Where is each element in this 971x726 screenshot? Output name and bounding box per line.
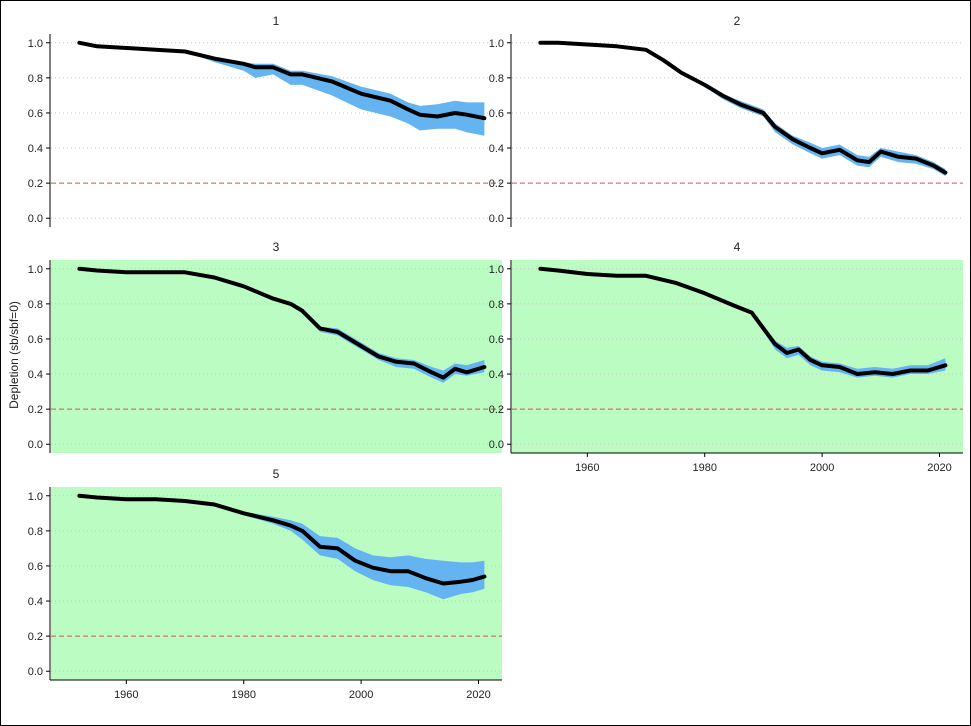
x-tick-label: 1980 (692, 462, 716, 474)
y-tick-label: 0.2 (489, 178, 504, 190)
y-tick-label: 1.0 (28, 491, 43, 503)
y-tick-label: 0.8 (489, 299, 504, 311)
panel-5: 0.0 0.2 0.4 0.6 0.8 1.0 1960 1980 2000 2020 5 (28, 467, 502, 701)
panel-title: 3 (273, 240, 280, 254)
x-tick-label: 2020 (927, 462, 951, 474)
y-tick-label: 0.6 (28, 334, 43, 346)
y-tick-label: 0.8 (28, 73, 43, 85)
panel-title: 2 (734, 14, 741, 28)
panels: 0.00.20.40.60.81.010.00.20.40.60.81.020.… (28, 14, 963, 701)
panel-title: 5 (273, 467, 280, 481)
y-tick-label: 0.0 (28, 439, 43, 451)
panel-1: 0.0 0.2 0.4 0.6 0.8 1.0 1 (28, 14, 502, 227)
y-tick-label: 1.0 (489, 38, 504, 50)
x-tick-label: 1960 (575, 462, 599, 474)
panel-background (51, 260, 502, 453)
y-tick-label: 0.0 (489, 439, 504, 451)
y-tick-label: 1.0 (28, 38, 43, 50)
y-tick-label: 0.0 (28, 213, 43, 225)
y-tick-label: 1.0 (28, 264, 43, 276)
uncertainty-band (79, 43, 484, 136)
y-tick-label: 0.4 (28, 143, 43, 155)
x-tick-label: 1960 (114, 689, 138, 701)
x-tick-label: 2020 (466, 689, 490, 701)
y-tick-label: 0.0 (489, 213, 504, 225)
x-tick-label: 2000 (810, 462, 834, 474)
x-tick-label: 1980 (231, 689, 255, 701)
y-tick-label: 0.0 (28, 666, 43, 678)
panel-3: 0.0 0.2 0.4 0.6 0.8 1.0 3 (28, 240, 502, 453)
panel-background (512, 260, 963, 453)
y-tick-label: 0.6 (28, 108, 43, 120)
y-tick-label: 0.6 (489, 334, 504, 346)
y-tick-label: 1.0 (489, 264, 504, 276)
y-axis-label: Depletion (sb/sbf=0) (7, 301, 21, 409)
y-tick-label: 0.2 (28, 631, 43, 643)
y-tick-label: 0.8 (489, 73, 504, 85)
y-tick-label: 0.6 (28, 561, 43, 573)
y-tick-label: 0.4 (489, 369, 504, 381)
y-tick-label: 0.4 (28, 596, 43, 608)
y-tick-label: 0.2 (28, 178, 43, 190)
panel-2: 0.0 0.2 0.4 0.6 0.8 1.0 2 (489, 14, 963, 227)
y-tick-label: 0.2 (28, 404, 43, 416)
y-tick-label: 0.8 (28, 299, 43, 311)
panel-title: 1 (273, 14, 280, 28)
y-tick-label: 0.4 (28, 369, 43, 381)
uncertainty-band (540, 43, 945, 176)
panel-title: 4 (734, 240, 741, 254)
y-tick-label: 0.4 (489, 143, 504, 155)
y-tick-label: 0.2 (489, 404, 504, 416)
y-tick-label: 0.6 (489, 108, 504, 120)
panel-4: 0.0 0.2 0.4 0.6 0.8 1.0 1960 1980 2000 2020 4 (489, 240, 963, 474)
y-tick-label: 0.8 (28, 526, 43, 538)
x-tick-label: 2000 (349, 689, 373, 701)
